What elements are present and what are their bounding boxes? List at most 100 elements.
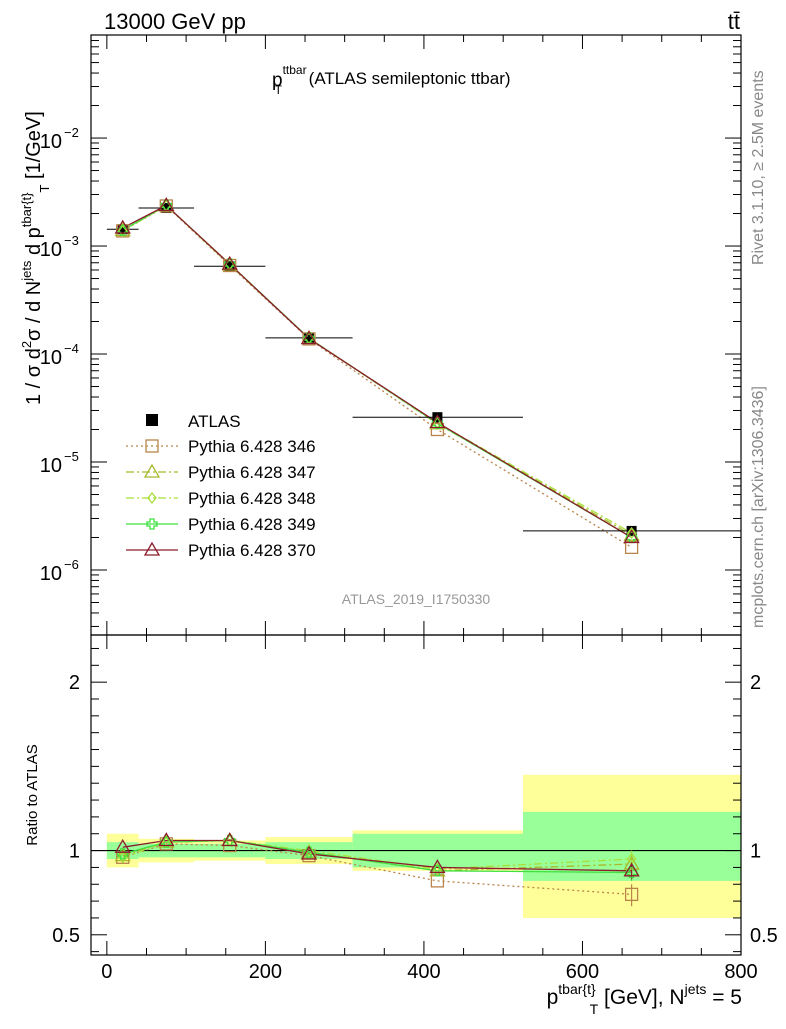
xtick-label: 600 bbox=[566, 961, 599, 983]
series-marker-4 bbox=[623, 529, 640, 544]
ylabel-f: tbar{t} bbox=[19, 192, 34, 227]
ytick-label: 10 bbox=[40, 239, 62, 261]
series-line-1 bbox=[122, 204, 632, 536]
series-marker-2 bbox=[117, 224, 128, 237]
ytick-label: 10 bbox=[40, 563, 62, 585]
legend-marker bbox=[147, 491, 157, 505]
process-label: tt̄ bbox=[728, 9, 740, 34]
xlabel-b: tbar{t} bbox=[558, 981, 596, 997]
analysis-watermark: ATLAS_2019_I1750330 bbox=[342, 591, 491, 607]
ratio-marker-4 bbox=[300, 845, 318, 860]
xlabel-c: T bbox=[590, 1001, 599, 1017]
legend-label: Pythia 6.428 348 bbox=[188, 489, 316, 508]
mcplots-label: mcplots.cern.ch [arXiv:1306.3436] bbox=[750, 386, 767, 628]
ylabel-d: jets bbox=[19, 260, 34, 282]
data-point bbox=[303, 332, 314, 343]
data-point bbox=[117, 224, 128, 235]
legend-label: Pythia 6.428 346 bbox=[188, 437, 316, 456]
ratio-panel-frame bbox=[90, 634, 742, 956]
series-marker-0 bbox=[430, 422, 445, 437]
ytick-exp: −2 bbox=[64, 125, 79, 140]
series-marker-4 bbox=[429, 414, 446, 429]
ratio-panel bbox=[91, 774, 741, 918]
ratio-marker-1 bbox=[623, 855, 640, 870]
series-marker-4 bbox=[158, 197, 175, 212]
ratio-ytick-label-right: 1 bbox=[750, 841, 761, 863]
ytick-label: 10 bbox=[40, 347, 62, 369]
legend-label: Pythia 6.428 347 bbox=[188, 463, 316, 482]
data-point bbox=[161, 202, 172, 213]
chart-title: pttbar T (ATLAS semileptonic ttbar) bbox=[272, 63, 511, 97]
ratio-marker-3 bbox=[117, 848, 129, 860]
ytick-exp: −3 bbox=[64, 233, 79, 248]
rivet-label: Rivet 3.1.10, ≥ 2.5M events bbox=[750, 70, 767, 265]
ytick-base: 10 bbox=[40, 239, 62, 261]
legend-marker bbox=[143, 541, 161, 556]
ytick-label: 10 bbox=[40, 455, 62, 477]
ratio-marker-4 bbox=[114, 838, 131, 853]
ytick-label: 10 bbox=[40, 131, 62, 153]
ytick-base: 10 bbox=[40, 563, 62, 585]
xlabel: ptbar{t} T [GeV], Njets = 5 bbox=[547, 981, 742, 1017]
title-rest: (ATLAS semileptonic ttbar) bbox=[304, 69, 511, 88]
ratio-ytick-label: 2 bbox=[69, 672, 80, 694]
legend-marker bbox=[145, 439, 159, 453]
ytick-base: 10 bbox=[40, 455, 62, 477]
ratio-marker-0 bbox=[624, 887, 639, 902]
ylabel-h: [1/GeV] bbox=[23, 111, 45, 184]
ratio-marker-2 bbox=[432, 863, 443, 876]
legend-label: Pythia 6.428 349 bbox=[188, 515, 316, 534]
xtick-label: 0 bbox=[101, 961, 112, 983]
ratio-marker-1 bbox=[114, 847, 131, 862]
series-line-3 bbox=[122, 204, 632, 539]
main-ylabel: 1 / σ d2σ / d Njets d ptbar{t}T [1/GeV] bbox=[19, 111, 52, 405]
ratio-marker-4 bbox=[158, 832, 175, 847]
series-line-4 bbox=[122, 204, 632, 539]
main-panel: ATLAS Pythia 6.428 346 Pythia 6.428 347 Pyt… bbox=[106, 197, 741, 560]
ratio-line-4 bbox=[122, 839, 632, 872]
series-marker-0 bbox=[624, 540, 639, 555]
title-sub: T bbox=[275, 83, 283, 97]
ratio-ytick-label-right: 2 bbox=[750, 672, 761, 694]
xlabel-a: p bbox=[547, 986, 559, 1009]
series-marker-4 bbox=[114, 219, 131, 234]
ytick-exp: −4 bbox=[64, 341, 79, 356]
xlabel-f: = 5 bbox=[706, 986, 742, 1009]
ylabel-e: d p bbox=[23, 227, 45, 260]
xlabel-e: jets bbox=[684, 981, 707, 997]
ratio-ylabel: Ratio to ATLAS bbox=[24, 744, 41, 845]
ytick-base: 10 bbox=[40, 347, 62, 369]
xtick-label: 800 bbox=[724, 961, 757, 983]
xlabel-d: [GeV], N bbox=[598, 986, 684, 1009]
xtick-label: 400 bbox=[407, 961, 440, 983]
title-sup: ttbar bbox=[283, 63, 307, 77]
legend-marker-data bbox=[146, 414, 158, 426]
xtick-label: 200 bbox=[249, 961, 282, 983]
ratio-ytick-label: 0.5 bbox=[52, 925, 80, 947]
ytick-exp: −5 bbox=[64, 449, 79, 464]
series-marker-4 bbox=[300, 330, 318, 345]
ytick-base: 10 bbox=[40, 131, 62, 153]
data-point bbox=[224, 261, 235, 272]
ylabel-a: 1 / σ d bbox=[23, 348, 45, 405]
ratio-marker-2 bbox=[304, 844, 314, 857]
legend-marker bbox=[146, 518, 158, 530]
legend-label-data: ATLAS bbox=[188, 412, 241, 431]
series-marker-2 bbox=[626, 526, 637, 540]
ytick-exp: −6 bbox=[64, 557, 79, 572]
ratio-ytick-label: 1 bbox=[69, 841, 80, 863]
series-marker-4 bbox=[221, 255, 238, 270]
legend-label: Pythia 6.428 370 bbox=[188, 541, 316, 560]
ratio-line-3 bbox=[122, 839, 632, 874]
ylabel-b: 2 bbox=[19, 341, 34, 348]
series-line-2 bbox=[122, 204, 632, 534]
legend-marker bbox=[143, 463, 161, 478]
ratio-marker-4 bbox=[429, 859, 446, 874]
ratio-marker-4 bbox=[221, 832, 238, 847]
energy-label: 13000 GeV pp bbox=[104, 9, 246, 34]
title-main: p bbox=[272, 70, 283, 91]
ratio-marker-0 bbox=[430, 874, 445, 888]
ylabel-c: σ / d N bbox=[23, 281, 45, 341]
